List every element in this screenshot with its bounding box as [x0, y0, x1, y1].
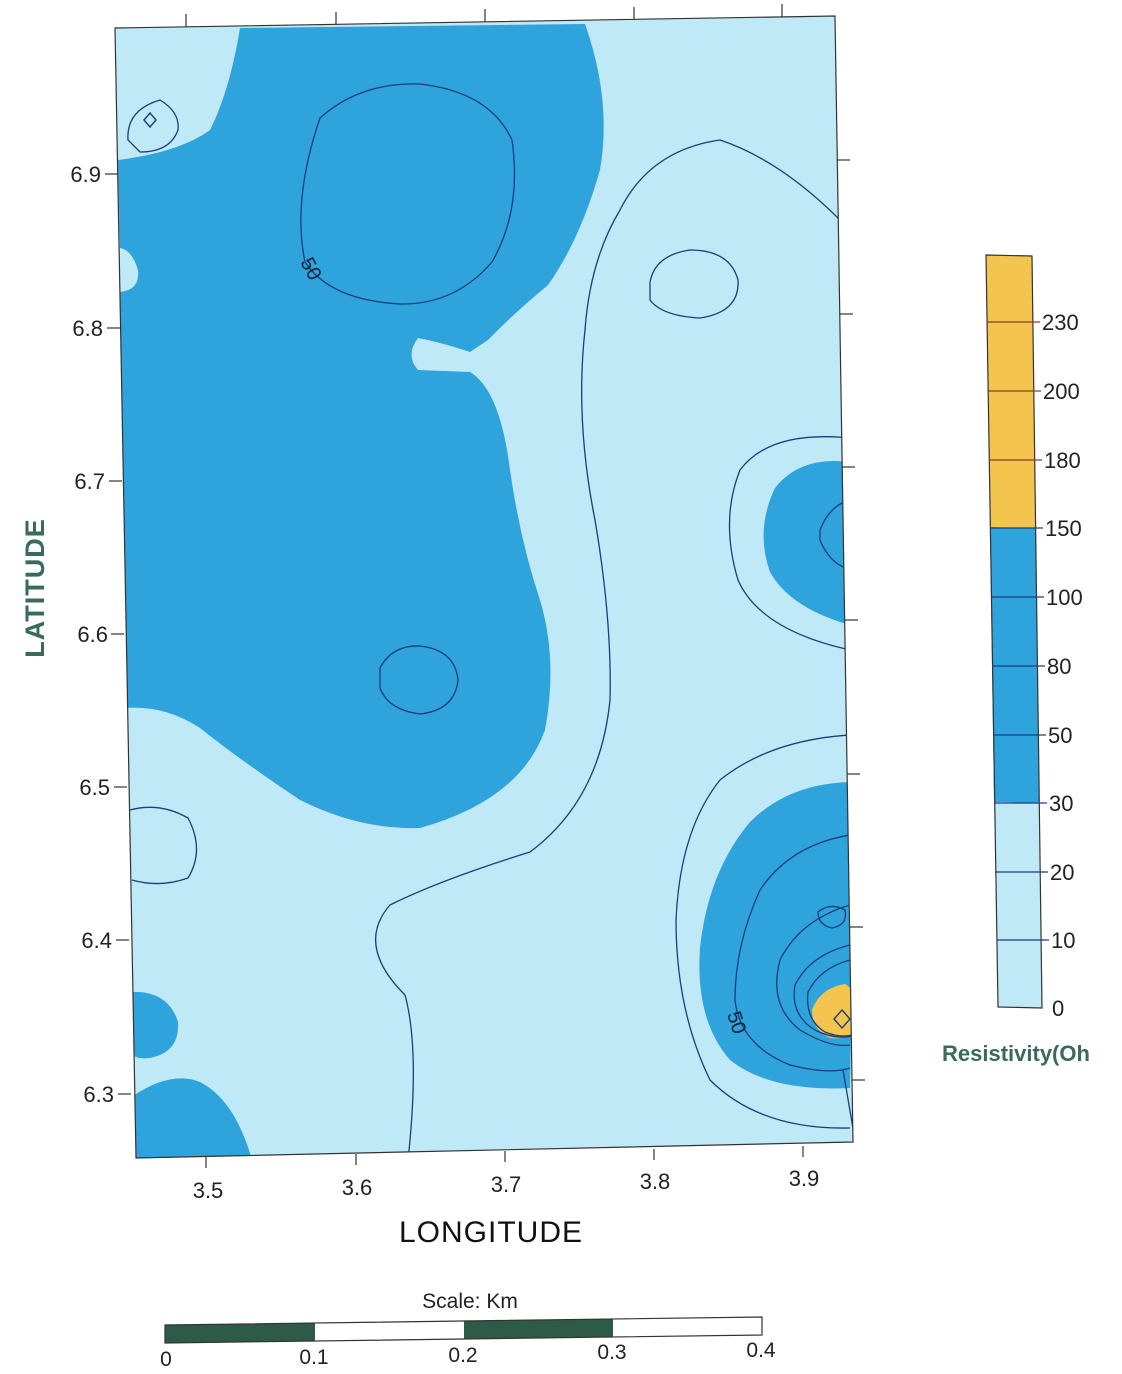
contour-line: [675, 734, 851, 1129]
y-tick-label: 6.7: [74, 469, 105, 494]
legend-band-light: [994, 802, 1042, 1008]
scale-label: 0: [160, 1348, 172, 1371]
y-tick-labels: 6.9 6.8 6.7 6.6 6.5 6.4 6.3: [70, 162, 114, 1107]
legend-title: Resistivity(Oh: [942, 1041, 1090, 1066]
region-west-blue: [118, 24, 604, 829]
scale-title: Scale: Km: [422, 1290, 518, 1313]
legend-label: 80: [1047, 654, 1071, 679]
right-ticks: [837, 159, 865, 1081]
x-tick-label: 3.7: [491, 1172, 522, 1197]
diamond-marker: [833, 1008, 851, 1030]
y-tick-label: 6.8: [72, 316, 103, 341]
legend-divider-lines-cool: [990, 527, 1049, 941]
legend-label: 20: [1050, 860, 1074, 885]
legend-border: [985, 254, 1043, 1009]
left-ticks: [105, 173, 131, 1095]
scale-segment-2: [315, 1321, 464, 1341]
legend-label: 0: [1052, 996, 1064, 1021]
x-tick-label: 3.9: [789, 1166, 820, 1191]
contour-lines: [127, 83, 853, 1158]
legend-label: 50: [1048, 723, 1072, 748]
diamond-marker: [143, 111, 157, 129]
region-notch-light: [118, 97, 177, 142]
y-tick-label: 6.4: [81, 928, 112, 953]
contour-line: [793, 944, 853, 1038]
scale-label: 0.1: [299, 1346, 328, 1369]
legend-label: 230: [1042, 310, 1079, 335]
y-axis-title: LATITUDE: [20, 518, 50, 657]
legend-label: 100: [1046, 585, 1083, 610]
legend-label: 30: [1049, 791, 1073, 816]
legend-label: 180: [1044, 448, 1081, 473]
contour-line: [842, 1069, 853, 1141]
contour-line: [728, 436, 851, 651]
y-tick-label: 6.6: [77, 622, 108, 647]
region-east-mid-blue: [763, 461, 850, 625]
legend-label: 200: [1043, 379, 1080, 404]
scale-segment-4: [613, 1317, 762, 1337]
y-tick-label: 6.5: [79, 775, 110, 800]
scale-segment-3: [464, 1319, 613, 1339]
scale-border: [164, 1316, 763, 1344]
legend-divider-lines-warm: [987, 321, 1042, 461]
map-plot: 50 50: [105, 4, 865, 1168]
contour-line: [127, 99, 179, 153]
scale-label: 0.3: [597, 1341, 626, 1364]
x-axis-title: LONGITUDE: [399, 1216, 583, 1249]
scale-segment-1: [165, 1323, 315, 1343]
scale-label: 0.2: [448, 1344, 477, 1367]
x-tick-label: 3.5: [193, 1178, 224, 1203]
contour-fill-layer: [118, 24, 853, 1158]
region-bottom-left-blue: [130, 1078, 252, 1158]
top-ticks: [185, 4, 783, 27]
contour-line: [806, 959, 853, 1037]
legend-label: 150: [1045, 516, 1082, 541]
plot-border: [114, 15, 854, 1159]
contour-line: [379, 645, 459, 715]
x-tick-label: 3.6: [342, 1175, 373, 1200]
region-west-small-blue: [130, 991, 179, 1059]
bottom-ticks: [205, 1146, 804, 1168]
x-tick-labels: 3.5 3.6 3.7 3.8 3.9: [193, 1166, 820, 1203]
region-high-orange: [812, 984, 853, 1039]
contour-line: [817, 905, 847, 929]
y-tick-label: 6.3: [83, 1082, 114, 1107]
contour-line: [129, 806, 198, 885]
legend-band-blue: [990, 527, 1039, 803]
y-tick-label: 6.9: [70, 162, 101, 187]
contour-line: [649, 249, 739, 319]
contour-line: [734, 834, 851, 1072]
scale-label: 0.4: [746, 1339, 776, 1362]
scale-bar: Scale: Km 0 0.1 0.2 0.3 0.4: [160, 1290, 776, 1371]
legend-label: 10: [1051, 928, 1075, 953]
x-tick-label: 3.8: [640, 1169, 671, 1194]
contour-line: [375, 139, 841, 1158]
legend: 230 200 180 150 100 80 50 30 20 10 0 Res…: [942, 254, 1090, 1066]
contour-line: [300, 83, 516, 305]
contour-line: [776, 904, 851, 1047]
